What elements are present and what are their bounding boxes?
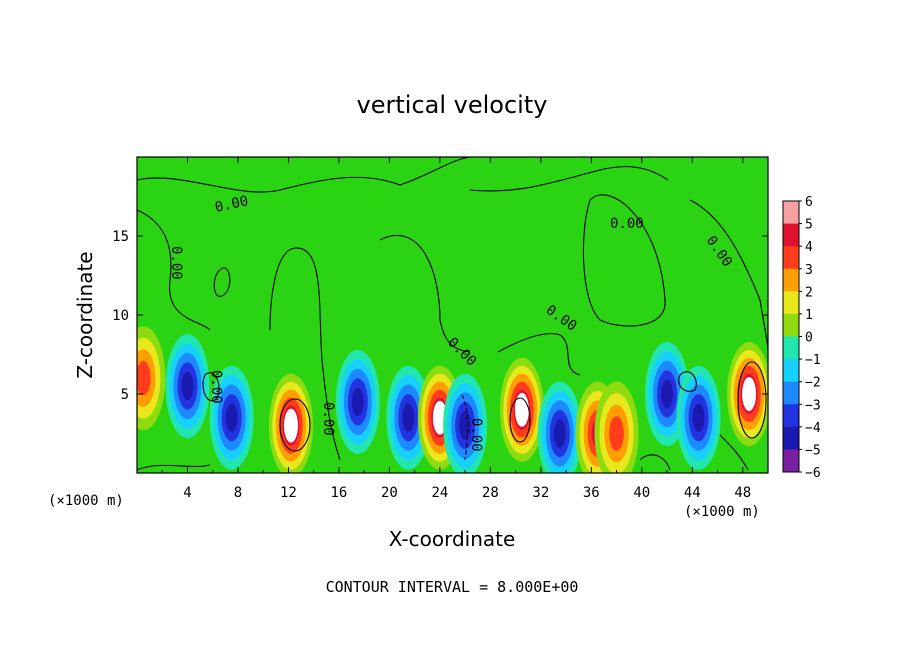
velocity-cell: [137, 326, 166, 431]
colorbar-tick-label: −4: [805, 421, 821, 436]
x-tick-label: 40: [633, 485, 650, 501]
contour-label: 0.00: [208, 370, 224, 404]
colorbar-swatch: [783, 223, 799, 247]
y-tick-label: 5: [121, 387, 129, 403]
x-tick-label: 20: [381, 485, 398, 501]
colorbar-tick-label: −1: [805, 353, 821, 368]
y-axis: 5 10 15: [112, 229, 768, 403]
chart-title: vertical velocity: [357, 91, 548, 119]
x-tick-label: 24: [431, 485, 448, 501]
colorbar-swatch: [783, 291, 799, 315]
velocity-cell: [386, 365, 431, 470]
contour-label: 0.00: [168, 246, 184, 280]
contour-label: 0.00: [320, 402, 336, 436]
x-tick-label: 16: [330, 485, 347, 501]
x-unit-left: (×1000 m): [48, 493, 124, 509]
colorbar-tick-label: 4: [805, 240, 813, 255]
velocity-cell: [499, 357, 544, 462]
colorbar-tick-label: 0: [805, 331, 813, 346]
colorbar-tick-label: 5: [805, 218, 813, 233]
y-tick-label: 15: [112, 229, 129, 245]
x-tick-label: 4: [183, 485, 191, 501]
colorbar-swatch: [783, 336, 799, 360]
colorbar-swatch: [783, 268, 799, 292]
zero-contours: [137, 157, 768, 471]
velocity-cell: [165, 334, 210, 439]
y-tick-label: 10: [112, 308, 129, 324]
colorbar-swatch: [783, 449, 799, 473]
contour-label: 0.00: [214, 193, 250, 216]
colorbar-swatch: [783, 246, 799, 270]
velocity-cell: [676, 365, 721, 470]
y-axis-label: Z-coordinate: [73, 251, 97, 378]
colorbar-tick-label: −2: [805, 376, 821, 391]
x-tick-label: 48: [734, 485, 751, 501]
colorbar-swatch: [783, 313, 799, 337]
colorbar-swatch: [783, 359, 799, 383]
x-axis-label: X-coordinate: [389, 527, 516, 551]
velocity-cell: [268, 373, 313, 473]
x-tick-label: 12: [280, 485, 297, 501]
contour-interval: CONTOUR INTERVAL = 8.000E+00: [326, 578, 579, 596]
velocity-cell: [443, 373, 488, 473]
velocity-cell: [594, 381, 639, 473]
colorbar-tick-label: 6: [805, 195, 813, 210]
x-axis: 4 8 12 16 20 24 28 32 36 40 44 48: [161, 157, 751, 501]
colorbar-tick-label: 2: [805, 285, 813, 300]
colorbar-tick-label: 1: [805, 308, 813, 323]
x-tick-label: 8: [234, 485, 242, 501]
x-tick-label: 36: [583, 485, 600, 501]
x-unit-right: (×1000 m): [684, 504, 760, 520]
colorbar-swatch: [783, 381, 799, 405]
x-tick-label: 44: [684, 485, 701, 501]
colorbar-swatch: [783, 426, 799, 450]
colorbar-tick-label: 3: [805, 263, 813, 278]
velocity-cell: [335, 349, 380, 454]
plot-area: 0.00 0.00 0.00 0.00 0.00 0.00 0.00 0.00 …: [137, 157, 768, 473]
velocity-cell: [537, 381, 582, 473]
contour-label: 0.00: [468, 418, 484, 452]
x-tick-label: 32: [532, 485, 549, 501]
colorbar-swatch: [783, 201, 799, 225]
colorbar-swatch: [783, 404, 799, 428]
velocity-cell: [209, 365, 254, 470]
colorbar-tick-label: −5: [805, 443, 821, 458]
colorbar-tick-label: −3: [805, 398, 821, 413]
colorbar-tick-label: −6: [805, 466, 821, 481]
colorbar: 6 5 4 3 2 1 0 −1 −2 −3 −4 −5 −6: [782, 195, 821, 481]
contour-label: 0.00: [610, 216, 644, 232]
x-tick-label: 28: [482, 485, 499, 501]
